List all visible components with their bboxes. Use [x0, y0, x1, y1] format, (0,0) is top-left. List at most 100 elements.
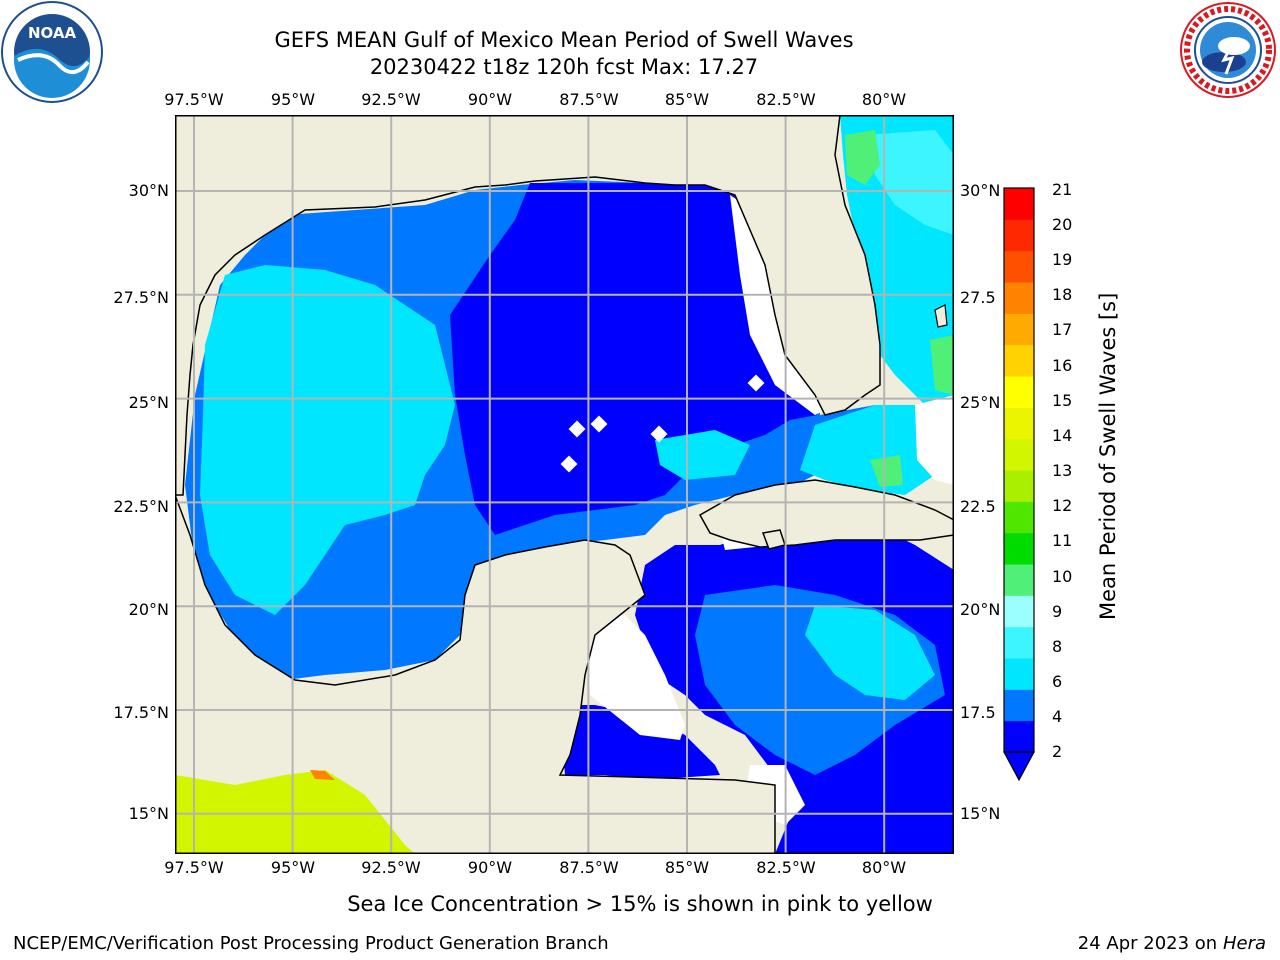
- colorbar-extend-triangle: [1002, 751, 1036, 782]
- map-gridlines: [175, 115, 954, 854]
- lat-tick-right: 20°N: [960, 600, 1001, 619]
- colorbar-swatch: [1004, 720, 1034, 753]
- colorbar-tick-label: 12: [1052, 496, 1073, 515]
- pacific-orange-fringe: [310, 770, 335, 780]
- no-data-bahamas: [915, 395, 954, 485]
- colorbar: [1002, 187, 1036, 782]
- bahamas-green-patch: [930, 335, 954, 395]
- map-panel: [175, 115, 954, 854]
- lat-tick-right: 15°N: [960, 804, 1001, 823]
- lon-tick-top: 95°W: [270, 90, 316, 109]
- lon-tick-top: 82.5°W: [756, 90, 816, 109]
- colorbar-swatch: [1004, 564, 1034, 596]
- sea-ice-note-text: Sea Ice Concentration > 15% is shown in …: [347, 892, 933, 916]
- colorbar-tick-label: 15: [1052, 391, 1073, 410]
- colorbar-swatch: [1004, 658, 1034, 690]
- colorbar-tick-label: 19: [1052, 250, 1073, 269]
- lat-tick-left: 25°N: [128, 393, 169, 412]
- nws-logo-icon: [1180, 2, 1276, 98]
- lat-tick-right: 30°N: [960, 181, 1001, 200]
- lat-tick-right: 27.5: [960, 288, 996, 307]
- colorbar-swatch: [1004, 470, 1034, 502]
- lat-tick-right: 25°N: [960, 393, 1001, 412]
- lon-tick-top: 87.5°W: [559, 90, 619, 109]
- lat-tick-left: 17.5°N: [113, 703, 169, 722]
- lon-tick-top: 97.5°W: [164, 90, 224, 109]
- map-frame: [175, 115, 954, 854]
- noaa-logo-icon: NOAA: [1, 1, 103, 103]
- lon-tick-bottom: 85°W: [664, 858, 710, 877]
- lat-tick-left: 22.5°N: [113, 497, 169, 516]
- straits-green-patch: [870, 455, 903, 487]
- colorbar-swatch: [1004, 282, 1034, 314]
- colorbar-tick-label: 20: [1052, 215, 1073, 234]
- atlantic-water-green: [865, 130, 954, 235]
- colorbar-tick-label: 13: [1052, 461, 1073, 480]
- colorbar-tick-label: 17: [1052, 320, 1073, 339]
- svg-text:NOAA: NOAA: [28, 24, 77, 42]
- lon-tick-bottom: 82.5°W: [756, 858, 816, 877]
- colorbar-swatch: [1004, 407, 1034, 440]
- sea-ice-note: Sea Ice Concentration > 15% is shown in …: [0, 893, 1280, 915]
- bahamas-land: [934, 304, 948, 328]
- lon-tick-bottom: 87.5°W: [559, 858, 619, 877]
- colorbar-swatch: [1004, 188, 1034, 220]
- no-data-island-3: [650, 425, 668, 443]
- lon-tick-bottom: 80°W: [861, 858, 907, 877]
- colorbar-title: Mean Period of Swell Waves [s]: [1096, 292, 1120, 620]
- lon-tick-top: 85°W: [664, 90, 710, 109]
- colorbar-swatch: [1004, 626, 1034, 659]
- lat-tick-right: 17.5: [960, 703, 996, 722]
- lon-tick-bottom: 97.5°W: [164, 858, 224, 877]
- no-data-island-4: [747, 374, 765, 392]
- colorbar-swatch: [1004, 344, 1034, 377]
- colorbar-tick-label: 9: [1052, 602, 1063, 621]
- no-data-belize: [587, 605, 685, 740]
- lat-tick-right: 22.5: [960, 497, 996, 516]
- colorbar-swatch: [1004, 376, 1034, 408]
- colorbar-tick-label: 4: [1052, 707, 1063, 726]
- pacific-yellow-field: [175, 770, 415, 854]
- colorbar-swatch: [1004, 438, 1034, 471]
- lon-tick-bottom: 95°W: [270, 858, 316, 877]
- colorbar-swatch: [1004, 250, 1034, 283]
- map-title: GEFS MEAN Gulf of Mexico Mean Period of …: [274, 28, 854, 52]
- map-subtitle: 20230422 t18z 120h fcst Max: 17.27: [369, 55, 759, 79]
- colorbar-swatch: [1004, 689, 1034, 722]
- lon-tick-bottom: 92.5°W: [361, 858, 421, 877]
- lon-tick-top: 92.5°W: [361, 90, 421, 109]
- no-data-island-2: [590, 415, 608, 433]
- colorbar-swatch: [1004, 313, 1034, 346]
- lon-tick-top: 80°W: [861, 90, 907, 109]
- generation-date-text: 24 Apr 2023 on: [1077, 933, 1218, 954]
- colorbar-swatch: [1004, 219, 1034, 252]
- colorbar-swatch: [1004, 501, 1034, 534]
- lat-tick-left: 30°N: [128, 181, 169, 200]
- colorbar-tick-label: 10: [1052, 567, 1073, 586]
- atlantic-water-green-patch: [845, 130, 880, 185]
- honduras-gulf-water: [560, 705, 720, 780]
- no-data-island-1: [568, 420, 586, 438]
- lon-tick-top: 90°W: [467, 90, 513, 109]
- caribbean-water-cyan: [805, 605, 935, 700]
- colorbar-tick-label: 16: [1052, 356, 1073, 375]
- colorbar-tick-label: 11: [1052, 531, 1073, 550]
- lat-tick-left: 15°N: [128, 804, 169, 823]
- gulf-water-cyan-patch: [655, 430, 750, 480]
- colorbar-tick-label: 21: [1052, 180, 1073, 199]
- host-name: Hera: [1222, 933, 1266, 954]
- colorbar-tick-label: 8: [1052, 637, 1063, 656]
- no-data-island-5: [560, 455, 578, 473]
- colorbar-tick-label: 6: [1052, 672, 1063, 691]
- colorbar-swatch: [1004, 595, 1034, 628]
- colorbar-tick-label: 2: [1052, 742, 1063, 761]
- colorbar-tick-label: 14: [1052, 426, 1073, 445]
- cuba-land: [698, 479, 954, 548]
- generation-date: 24 Apr 2023 on Hera: [1078, 933, 1266, 955]
- lat-tick-left: 20°N: [128, 600, 169, 619]
- colorbar-tick-label: 18: [1052, 285, 1073, 304]
- lon-tick-bottom: 90°W: [467, 858, 513, 877]
- mexico-land: [175, 494, 776, 854]
- colorbar-swatch: [1004, 532, 1034, 565]
- organization-credit: NCEP/EMC/Verification Post Processing Pr…: [13, 933, 609, 954]
